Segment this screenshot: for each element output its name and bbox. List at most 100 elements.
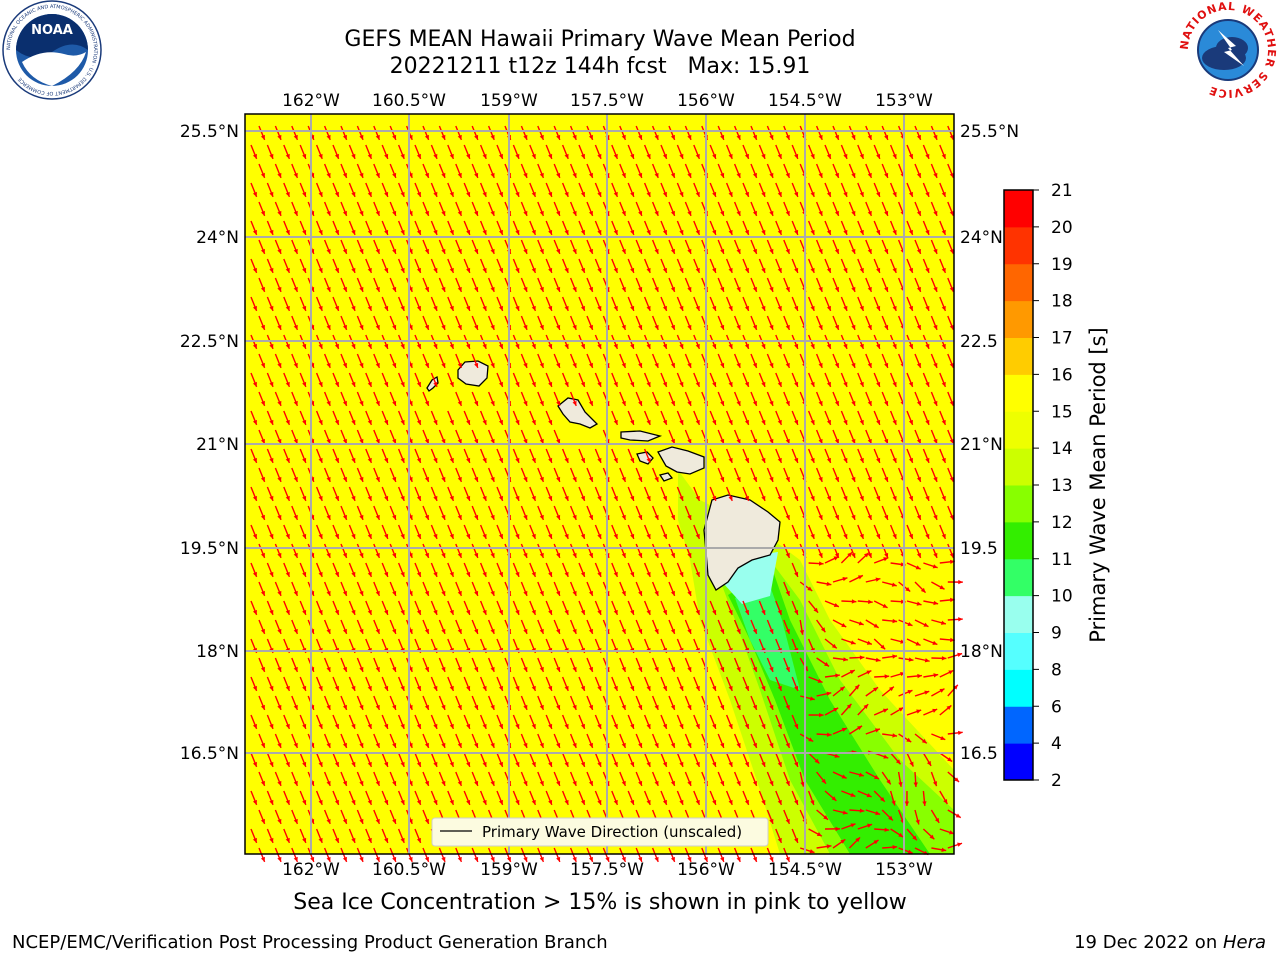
wave-arrow [824,555,839,564]
wave-arrow [356,315,364,331]
wave-arrow-head [621,476,626,482]
wave-arrow-head [695,685,700,691]
wave-arrow-head [851,286,856,292]
wave-arrow-head [916,248,921,254]
wave-arrow-head [285,571,290,577]
wave-arrow-head [392,476,397,482]
wave-arrow-head [720,134,725,140]
wave-arrow [643,524,651,540]
wave-arrow [939,790,948,805]
wave-arrow-head [539,438,544,444]
wave-arrow-head [916,514,921,520]
wave-arrow [857,638,873,645]
wave-arrow-head [654,210,659,216]
wave-arrow-head [252,191,257,197]
wave-arrow [348,182,356,198]
wave-arrow [561,372,569,388]
wave-arrow [471,733,479,749]
wave-arrow-head [662,191,667,197]
wave-arrow [783,505,791,521]
wave-arrow [742,258,750,274]
wave-arrow-head [351,229,356,235]
wave-arrow [414,220,422,236]
wave-arrow-head [490,628,495,634]
wave-arrow [742,676,750,692]
wave-arrow-head [318,761,323,767]
wave-arrow-head [490,210,495,216]
wave-arrow-head [728,799,733,805]
wave-arrow [676,486,684,502]
wave-arrow [914,391,922,407]
wave-arrow [758,600,766,616]
wave-arrow [651,657,659,673]
wave-arrow-head [769,628,774,634]
wave-arrow-head [523,742,528,748]
wave-arrow [939,448,947,464]
wave-arrow [889,486,897,502]
wave-arrow [323,391,331,407]
wave-arrow [578,752,586,768]
wave-arrow-head [720,248,725,254]
wave-arrow-head [809,849,815,854]
wave-arrow-head [531,305,536,311]
wave-arrow-head [375,362,380,368]
wave-arrow [717,125,725,141]
legend-label: Primary Wave Direction (unscaled) [482,823,742,841]
wave-arrow [250,524,258,540]
wave-arrow [479,296,487,312]
wave-arrow [717,467,725,483]
wave-arrow-head [474,248,479,254]
wave-arrow-head [720,286,725,292]
wave-arrow [422,543,430,559]
wave-arrow-head [925,191,930,197]
wave-arrow-head [916,324,921,330]
wave-arrow-head [424,476,429,482]
wave-arrow [422,619,430,635]
wave-arrow-head [515,419,520,425]
wave-arrow-head [867,823,873,828]
wave-arrow [848,163,856,179]
wave-arrow-head [318,343,323,349]
wave-arrow [348,486,356,502]
wave-arrow-head [950,597,955,603]
wave-arrow [627,752,635,768]
wave-arrow-head [638,590,643,596]
wave-arrow [455,847,463,863]
wave-arrow-head [843,495,848,501]
wave-arrow [389,771,397,787]
wave-arrow [939,828,955,835]
wave-arrow [545,676,553,692]
wave-arrow [520,771,528,787]
wave-arrow-head [326,552,331,558]
wave-arrow [447,182,455,198]
wave-arrow [561,600,569,616]
wave-arrow-head [359,438,364,444]
wave-arrow-head [384,495,389,501]
wave-arrow-head [424,552,429,558]
wave-arrow-head [556,628,561,634]
wave-arrow-head [457,742,462,748]
wave-arrow [906,828,918,841]
wave-arrow [660,182,668,198]
wave-arrow-head [826,343,831,349]
wave-arrow-head [523,704,528,710]
wave-arrow-head [515,153,520,159]
wave-arrow-head [326,818,331,824]
lat-label-right: 18°N [960,642,1003,662]
wave-arrow-head [285,685,290,691]
wave-arrow [684,695,692,711]
wave-arrow [881,353,889,369]
wave-arrow [627,676,635,692]
wave-arrow-head [252,571,257,577]
wave-arrow-head [654,780,659,786]
wave-arrow [766,429,774,445]
wave-arrow [291,771,299,787]
wave-arrow-head [474,742,479,748]
wave-arrow [684,315,692,331]
wave-arrow [651,125,659,141]
wave-arrow [643,258,651,274]
wave-arrow-head [515,457,520,463]
wave-arrow [873,600,888,609]
wave-arrow [709,372,717,388]
wave-arrow-head [679,571,684,577]
